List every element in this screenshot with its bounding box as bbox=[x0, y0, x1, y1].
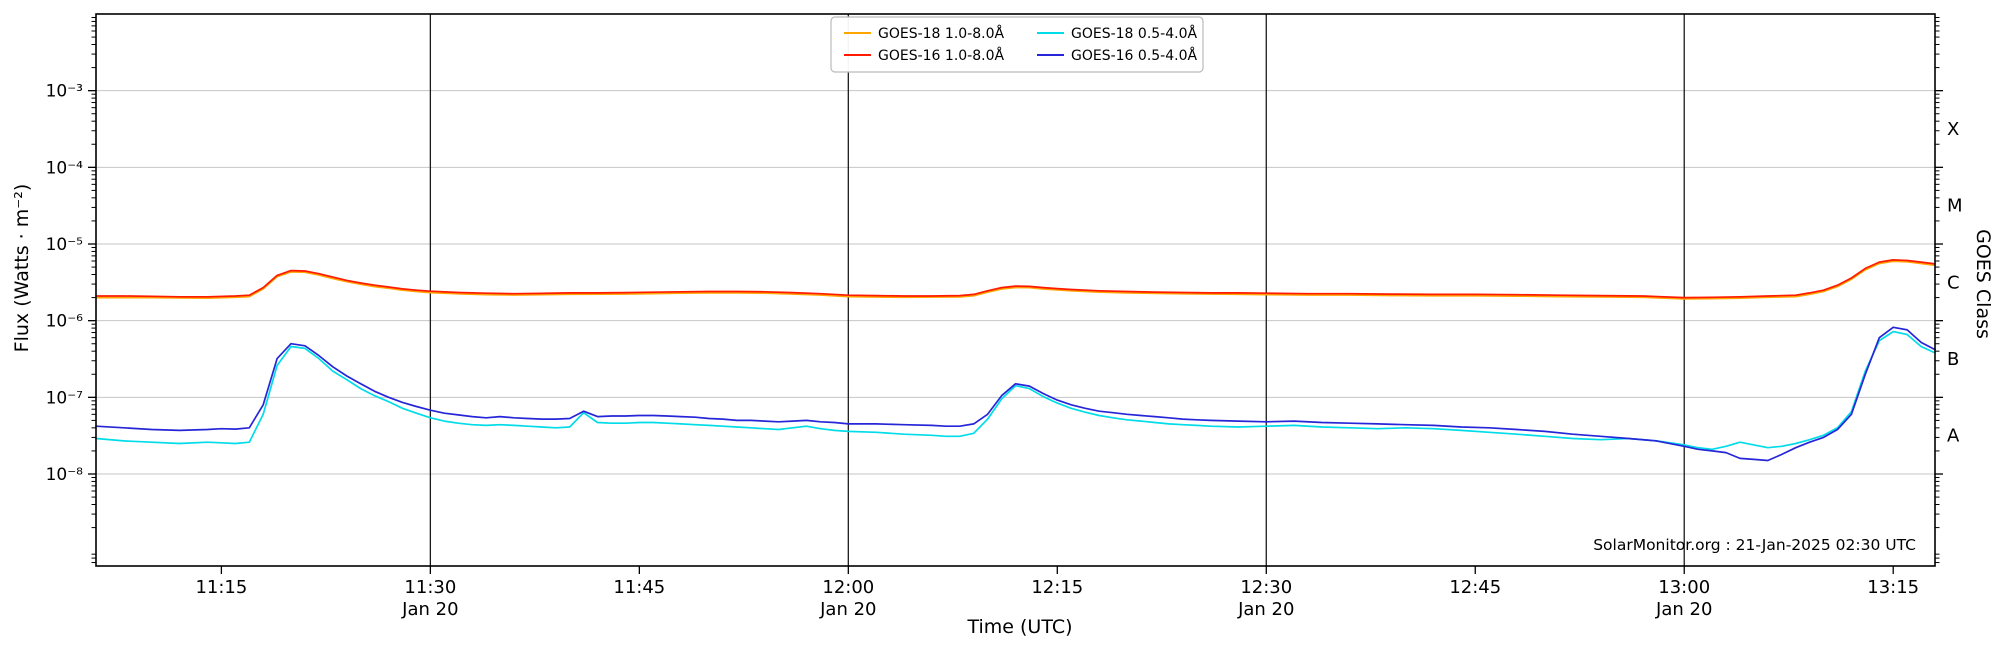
y-axis-label: Flux (Watts · m⁻²) bbox=[11, 183, 33, 353]
x-tick-date-sublabel: Jan 20 bbox=[1237, 599, 1294, 620]
x-tick-label: 12:15 bbox=[1031, 577, 1083, 598]
x-tick-label: 12:45 bbox=[1449, 577, 1501, 598]
y-tick-label: 10⁻⁸ bbox=[46, 465, 84, 485]
x-tick-label: 11:45 bbox=[613, 577, 665, 598]
x-tick-label: 13:15 bbox=[1867, 577, 1919, 598]
legend-box bbox=[830, 16, 1204, 73]
series-line-goes16-long bbox=[95, 259, 1936, 299]
plot-frame bbox=[95, 13, 1936, 567]
x-tick-label: 11:30 bbox=[404, 577, 456, 598]
y-tick-label: 10⁻⁷ bbox=[46, 388, 84, 408]
legend-label-goes18-short: GOES-18 0.5-4.0Å bbox=[1071, 25, 1197, 42]
x-tick-label: 11:15 bbox=[195, 577, 247, 598]
goes-class-letter: B bbox=[1947, 349, 1959, 370]
y-tick-label: 10⁻⁵ bbox=[46, 235, 83, 255]
solarmonitor-timestamp-annotation: SolarMonitor.org : 21-Jan-2025 02:30 UTC bbox=[1593, 536, 1916, 554]
series-line-goes16-short bbox=[95, 326, 1936, 462]
legend-label-goes18-long: GOES-18 1.0-8.0Å bbox=[878, 25, 1004, 42]
x-tick-date-sublabel: Jan 20 bbox=[819, 599, 876, 620]
goes-class-letter: X bbox=[1947, 119, 1959, 140]
goes-class-letter: M bbox=[1947, 196, 1963, 217]
legend-label-goes16-long: GOES-16 1.0-8.0Å bbox=[878, 47, 1004, 64]
legend-label-goes16-short: GOES-16 0.5-4.0Å bbox=[1071, 47, 1197, 64]
x-tick-label: 12:00 bbox=[822, 577, 874, 598]
series-line-goes18-long bbox=[95, 260, 1936, 300]
series-line-goes18-short bbox=[95, 330, 1936, 451]
y-tick-label: 10⁻⁴ bbox=[46, 158, 84, 178]
x-tick-date-sublabel: Jan 20 bbox=[401, 599, 458, 620]
x-axis-label: Time (UTC) bbox=[967, 616, 1073, 638]
y-tick-label: 10⁻³ bbox=[46, 82, 83, 102]
right-y-axis-label: GOES Class bbox=[1972, 229, 1994, 339]
x-tick-date-sublabel: Jan 20 bbox=[1655, 599, 1712, 620]
y-tick-label: 10⁻⁶ bbox=[46, 312, 84, 332]
goes-class-letter: C bbox=[1947, 272, 1960, 293]
goes-class-letter: A bbox=[1947, 426, 1960, 447]
x-tick-label: 13:00 bbox=[1658, 577, 1710, 598]
x-tick-label: 12:30 bbox=[1240, 577, 1292, 598]
